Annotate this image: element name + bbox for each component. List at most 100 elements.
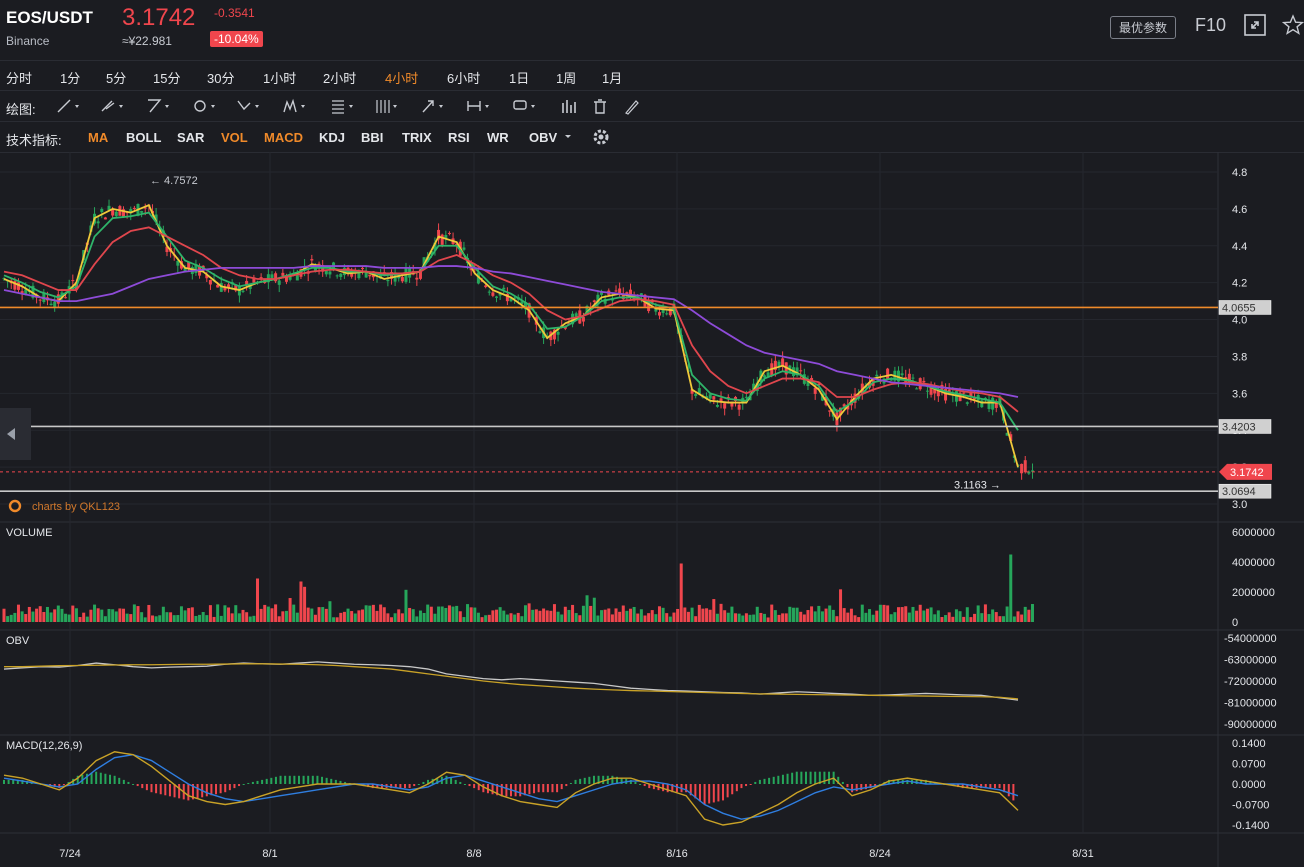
macd-hist-bar: [307, 775, 310, 784]
indicator-kdj[interactable]: KDJ: [319, 130, 346, 145]
shape-tool-icon[interactable]: [192, 97, 218, 115]
volume-bar: [567, 609, 571, 622]
volume-bar: [208, 605, 212, 622]
timeframe-3[interactable]: 15分: [153, 71, 181, 86]
volume-bar: [67, 614, 71, 622]
pattern-tool-icon[interactable]: [236, 97, 262, 115]
macd-hist-bar: [427, 779, 430, 784]
indicator-trix[interactable]: TRIX: [402, 130, 432, 145]
volume-bar: [752, 614, 756, 622]
volume-bar: [386, 613, 390, 622]
expand-icon[interactable]: [1244, 14, 1266, 36]
macd-hist-bar: [403, 784, 406, 789]
timeframe-11[interactable]: 1月: [602, 71, 623, 86]
candle-body: [502, 287, 506, 290]
arrow-tool-icon[interactable]: [420, 97, 446, 115]
chart-area[interactable]: 4.84.64.44.24.03.83.63.43.23.07/248/18/8…: [0, 152, 1304, 867]
indicator-vol[interactable]: VOL: [221, 130, 248, 145]
volume-bar: [444, 607, 448, 622]
f10-button[interactable]: F10: [1195, 15, 1227, 35]
timeframe-2[interactable]: 5分: [106, 71, 127, 86]
fib-tool-icon[interactable]: [330, 97, 356, 115]
timeframe-6[interactable]: 2小时: [323, 71, 357, 86]
candle-body: [1027, 471, 1031, 474]
volume-bar: [85, 616, 89, 622]
volume-bar: [625, 610, 629, 622]
timeframe-10[interactable]: 1周: [556, 71, 577, 86]
measure-tool-icon[interactable]: [466, 97, 492, 115]
macd-hist-bar: [90, 772, 93, 784]
timeframe-8[interactable]: 6小时: [447, 71, 481, 86]
bars-tool-icon[interactable]: [560, 97, 586, 115]
macd-hist-bar: [795, 771, 798, 784]
indicator-sar[interactable]: SAR: [177, 130, 205, 145]
brush-icon[interactable]: [622, 97, 648, 115]
ray-tool-icon[interactable]: [100, 97, 126, 115]
indicator-bbi[interactable]: BBI: [361, 130, 384, 145]
timeframe-7[interactable]: 4小时: [385, 71, 419, 86]
volume-bar: [513, 614, 517, 622]
macd-hist-bar: [1012, 784, 1015, 801]
volume-bar: [169, 612, 173, 622]
obv-line-1: [4, 663, 1019, 700]
trash-icon[interactable]: [590, 97, 616, 115]
star-icon[interactable]: [1282, 14, 1304, 36]
macd-tick-1: 0.0700: [1232, 759, 1266, 771]
volume-bar: [1002, 616, 1006, 622]
indicator-ma[interactable]: MA: [88, 130, 109, 145]
timeframe-4[interactable]: 30分: [207, 71, 235, 86]
prev-arrow-button[interactable]: [0, 408, 31, 460]
channel-tool-icon[interactable]: [146, 97, 172, 115]
timeframe-0[interactable]: 分时: [6, 71, 33, 86]
obv-dropdown-icon[interactable]: [562, 128, 588, 146]
volume-bar: [824, 608, 828, 622]
volume-bar: [712, 599, 716, 622]
timeframe-5[interactable]: 1小时: [263, 71, 297, 86]
candle-body: [994, 401, 998, 408]
volume-bar: [933, 614, 937, 622]
volume-bar: [886, 605, 890, 622]
macd-hist-bar: [496, 784, 499, 796]
macd-hist-bar: [81, 774, 84, 784]
indicator-boll[interactable]: BOLL: [126, 130, 162, 145]
optimal-params-button[interactable]: 最优参数: [1110, 16, 1177, 39]
candle-body: [328, 271, 332, 275]
volume-bar: [1012, 616, 1016, 622]
comment-tool-icon[interactable]: [512, 97, 538, 115]
macd-hist-bar: [113, 775, 116, 784]
volume-bar: [143, 617, 147, 622]
volume-bar: [987, 614, 991, 622]
gear-icon[interactable]: [590, 128, 616, 146]
indicator-obv[interactable]: OBV: [529, 130, 558, 145]
indicator-rsi[interactable]: RSI: [448, 130, 470, 145]
macd-hist-bar: [924, 779, 927, 784]
line-tool-icon[interactable]: [56, 97, 82, 115]
gann-tool-icon[interactable]: [374, 97, 400, 115]
indicator-wr[interactable]: WR: [487, 130, 509, 145]
indicator-macd[interactable]: MACD: [264, 130, 303, 145]
x-tick-3: 8/16: [666, 848, 687, 860]
volume-bar: [389, 617, 393, 622]
timeframe-1[interactable]: 1分: [60, 71, 81, 86]
macd-hist-bar: [814, 771, 817, 784]
macd-hist-bar: [745, 784, 748, 787]
volume-bar: [639, 609, 643, 622]
candle-body: [295, 273, 299, 281]
candle-body: [386, 279, 390, 282]
volume-bar: [154, 616, 158, 622]
candle-body: [1030, 470, 1034, 472]
macd-hist-bar: [445, 775, 448, 784]
volume-bar: [375, 610, 379, 622]
timeframe-9[interactable]: 1日: [509, 71, 530, 86]
crowd-tool-icon[interactable]: [282, 97, 308, 115]
macd-hist-bar: [284, 775, 287, 784]
obv-tick-2: -72000000: [1224, 676, 1277, 688]
macd-hist-bar: [920, 779, 923, 784]
macd-hist-bar: [777, 775, 780, 784]
candle-body: [777, 361, 781, 367]
macd-hist-bar: [155, 784, 158, 794]
volume-bar: [603, 609, 607, 622]
volume-bar: [292, 604, 296, 622]
volume-bar: [357, 610, 361, 622]
volume-bar: [150, 615, 154, 622]
